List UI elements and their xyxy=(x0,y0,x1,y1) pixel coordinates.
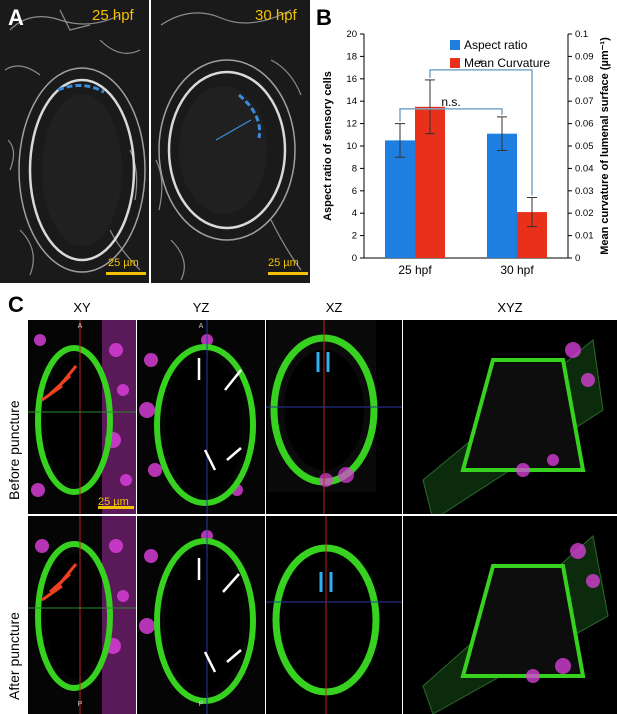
panel-c-letter: C xyxy=(8,292,24,317)
yz-before-image: A xyxy=(137,320,265,514)
xyz-before-image xyxy=(403,320,617,514)
col-header-xyz: XYZ xyxy=(497,300,523,315)
ns-bracket xyxy=(399,108,503,122)
yz-before-orient-top: A xyxy=(199,323,204,330)
row-label-after: After puncture xyxy=(6,612,22,700)
y-tick-label: 16 xyxy=(346,74,357,85)
y2-tick-label: 0.08 xyxy=(575,74,594,85)
xy-after-orient-bottom: P xyxy=(78,701,83,708)
xz-after-image xyxy=(266,516,402,714)
col-header-xz: XZ xyxy=(325,300,343,315)
panel-a-right-label: 30 hpf xyxy=(255,7,297,24)
legend-swatch xyxy=(450,40,460,50)
y-tick-label: 8 xyxy=(352,163,357,174)
panel-a-left-scale-text: 25 µm xyxy=(108,257,139,269)
y2-axis-title: Mean curvature of lumenal surface (µm⁻¹) xyxy=(599,37,611,255)
col-header-xy: XY xyxy=(73,300,91,315)
bar-aspect xyxy=(487,133,517,258)
y-tick-label: 10 xyxy=(346,141,357,152)
y2-tick-label: 0.03 xyxy=(575,186,594,197)
yz-after-orient-bottom: P xyxy=(199,701,204,708)
xyz-after-image xyxy=(403,516,617,714)
panel-c-scale-text: 25 µm xyxy=(98,496,129,508)
star-bracket xyxy=(429,69,533,196)
panel-a-left-label: 25 hpf xyxy=(92,7,134,24)
y2-tick-label: 0.01 xyxy=(575,231,594,242)
y-tick-label: 6 xyxy=(352,186,357,197)
y-axis-title: Aspect ratio of sensory cells xyxy=(322,71,334,221)
y2-tick-label: 0.05 xyxy=(575,141,594,152)
xz-before-image xyxy=(266,320,402,514)
y-tick-label: 20 xyxy=(346,29,357,40)
panel-b-letter: B xyxy=(316,5,332,30)
y2-tick-label: 0.07 xyxy=(575,96,594,107)
yz-after-image: P xyxy=(137,516,265,714)
y-tick-label: 2 xyxy=(352,231,357,242)
panel-a-right-scale-bar xyxy=(268,272,308,275)
micrograph-30hpf xyxy=(151,0,310,283)
aspect-curvature-chart: 0 2 4 6 8 10 12 14 16 18 20 0 0.01 0.02 0.03 0.04 0.05 0.… xyxy=(322,29,611,277)
y2-tick-label: 0.02 xyxy=(575,208,594,219)
panel-a-left-scale-bar xyxy=(106,272,146,275)
x-tick-label: 25 hpf xyxy=(398,263,432,277)
legend-label: Mean Curvature xyxy=(464,56,550,70)
y-tick-label: 4 xyxy=(352,208,357,219)
x-tick-label: 30 hpf xyxy=(500,263,534,277)
y2-tick-label: 0.1 xyxy=(575,29,588,40)
xy-after-image: P xyxy=(28,516,136,714)
legend-label: Aspect ratio xyxy=(464,38,528,52)
panel-a-right-scale-text: 25 µm xyxy=(268,257,299,269)
xy-before-image: A xyxy=(28,320,136,514)
panel-a-30hpf-image xyxy=(151,0,310,283)
y2-tick-label: 0 xyxy=(575,253,580,264)
row-label-before: Before puncture xyxy=(6,400,22,500)
col-header-yz: YZ xyxy=(192,300,210,315)
panel-a-25hpf-image xyxy=(0,0,149,283)
xy-before-orient-top: A xyxy=(78,323,83,330)
y-tick-label: 18 xyxy=(346,51,357,62)
y2-tick-label: 0.04 xyxy=(575,163,594,174)
legend-swatch xyxy=(450,58,460,68)
star-label: * xyxy=(479,57,484,71)
micrograph-25hpf xyxy=(0,0,149,283)
y-tick-label: 12 xyxy=(346,119,357,130)
y-tick-label: 0 xyxy=(352,253,357,264)
y2-tick-label: 0.06 xyxy=(575,119,594,130)
panel-a-letter: A xyxy=(8,5,24,30)
y2-tick-label: 0.09 xyxy=(575,51,594,62)
bar-aspect xyxy=(385,140,415,258)
ns-label: n.s. xyxy=(441,95,460,109)
y-tick-label: 14 xyxy=(346,96,357,107)
